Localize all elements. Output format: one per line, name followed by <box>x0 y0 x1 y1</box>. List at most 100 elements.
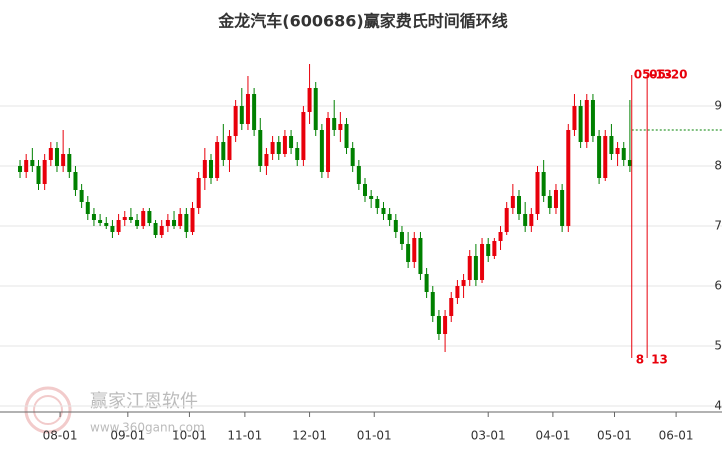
candle-body <box>313 88 318 130</box>
x-tick-label: 04-01 <box>535 429 570 443</box>
candle-body <box>270 142 275 154</box>
candle-body <box>307 88 312 112</box>
candle-body <box>584 100 589 142</box>
candle-body <box>30 160 35 166</box>
candle-body <box>159 226 164 235</box>
chart-title: 金龙汽车(600686)赢家费氏时间循环线 <box>217 12 507 31</box>
candle-body <box>24 160 29 172</box>
candle-body <box>412 238 417 262</box>
candle-body <box>381 208 386 214</box>
cycle-top-label: 05-13 <box>634 68 672 82</box>
logo-inner <box>33 395 63 425</box>
candle-body <box>48 148 53 160</box>
cycle-top-label: 05-20 <box>649 68 687 82</box>
candle-body <box>387 214 392 220</box>
candle-body <box>301 112 306 160</box>
cycle-bottom-label: 8 <box>636 353 644 367</box>
candle-body <box>609 136 614 154</box>
candle-body <box>91 214 96 220</box>
candle-body <box>141 211 146 226</box>
candle-body <box>67 154 72 172</box>
candle-body <box>245 94 250 124</box>
candle-body <box>436 316 441 334</box>
candle-body <box>215 142 220 178</box>
candle-body <box>319 130 324 172</box>
candle-body <box>590 100 595 136</box>
candle-body <box>18 166 23 172</box>
candle-body <box>406 244 411 262</box>
x-tick-label: 03-01 <box>471 429 506 443</box>
candle-body <box>461 280 466 286</box>
x-tick-label: 11-01 <box>227 429 262 443</box>
y-tick-label: 5 <box>714 339 722 353</box>
candle-body <box>492 241 497 256</box>
candle-body <box>529 214 534 226</box>
candle-body <box>128 217 133 220</box>
cycle-bottom-label: 13 <box>651 353 668 367</box>
candle-body <box>399 232 404 244</box>
candle-body <box>473 256 478 280</box>
candle-body <box>326 118 331 172</box>
candle-body <box>184 214 189 232</box>
candle-body <box>498 232 503 241</box>
candle-body <box>510 196 515 208</box>
candle-body <box>85 202 90 214</box>
candle-body <box>615 148 620 154</box>
candle-body <box>276 142 281 154</box>
x-tick-label: 10-01 <box>172 429 207 443</box>
y-tick-label: 9 <box>714 99 722 113</box>
candle-body <box>147 211 152 223</box>
logo-ring <box>24 386 72 434</box>
candle-body <box>42 160 47 184</box>
candle-body <box>553 190 558 208</box>
candle-body <box>369 196 374 199</box>
candle-body <box>356 166 361 184</box>
candle-body <box>424 274 429 292</box>
candle-body <box>621 148 626 160</box>
candle-body <box>79 190 84 202</box>
candle-body <box>73 172 78 190</box>
candle-body <box>535 172 540 214</box>
candle-body <box>504 208 509 232</box>
candle-body <box>449 298 454 316</box>
x-tick-label: 08-01 <box>43 429 78 443</box>
candle-body <box>110 226 115 232</box>
candle-body <box>239 106 244 124</box>
candle-body <box>338 124 343 130</box>
candle-body <box>289 136 294 148</box>
candle-body <box>467 256 472 280</box>
y-tick-label: 7 <box>714 219 722 233</box>
candle-body <box>627 160 632 166</box>
candle-body <box>221 142 226 160</box>
candle-body <box>578 106 583 142</box>
candle-body <box>264 154 269 166</box>
candle-body <box>332 118 337 130</box>
candle-body <box>208 160 213 178</box>
candle-body <box>350 148 355 166</box>
candle-body <box>455 286 460 298</box>
candle-body <box>572 106 577 130</box>
candle-body <box>295 148 300 160</box>
candle-body <box>560 190 565 226</box>
watermark-logo <box>24 386 72 434</box>
candle-body <box>233 106 238 136</box>
candle-body <box>36 166 41 184</box>
candle-body <box>61 154 66 166</box>
candle-body <box>178 214 183 226</box>
candle-body <box>196 178 201 208</box>
candle-body <box>541 172 546 196</box>
x-tick-label: 06-01 <box>659 429 694 443</box>
candle-body <box>172 220 177 226</box>
candle-body <box>375 199 380 208</box>
candle-body <box>344 124 349 148</box>
candle-body <box>190 208 195 232</box>
candle-body <box>517 196 522 214</box>
candle-body <box>597 136 602 178</box>
candle-body <box>104 223 109 226</box>
candle-body <box>282 136 287 154</box>
watermark-name: 赢家江恩软件 <box>90 390 198 412</box>
candle-body <box>547 196 552 208</box>
watermark-url: www.360gann.com <box>90 421 205 435</box>
candle-body <box>165 220 170 226</box>
